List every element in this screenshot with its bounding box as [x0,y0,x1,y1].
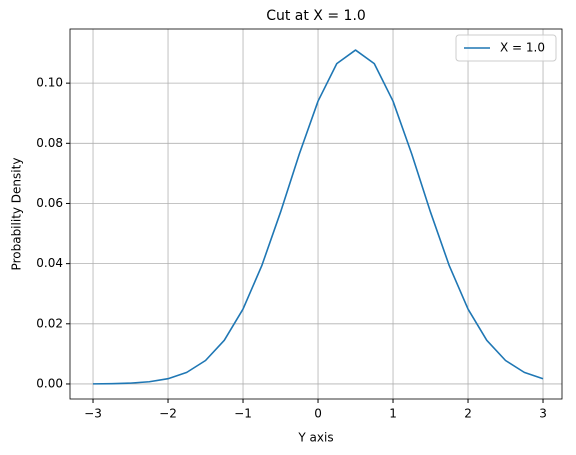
x-tick-label: −2 [159,407,177,421]
y-tick-label: 0.06 [36,196,63,210]
plot-frame [69,28,563,400]
y-axis-label: Probability Density [10,158,24,271]
line [93,49,544,385]
legend-label: X = 1.0 [500,41,545,55]
x-tick-label: −3 [84,407,102,421]
x-tick-label: 3 [539,407,547,421]
x-tick-label: 1 [389,407,397,421]
x-axis-label: Y axis [297,431,333,445]
x-tick-label: −1 [234,407,252,421]
chart-title: Cut at X = 1.0 [266,8,366,24]
x-tick-label: 2 [464,407,472,421]
legend-box [455,34,557,62]
y-tick-label: 0.08 [36,136,63,150]
y-tick-label: 0.10 [36,76,63,90]
y-tick-label: 0.04 [36,256,63,270]
x-tick-label: 0 [314,407,322,421]
y-tick-label: 0.00 [36,376,63,390]
y-tick-label: 0.02 [36,316,63,330]
